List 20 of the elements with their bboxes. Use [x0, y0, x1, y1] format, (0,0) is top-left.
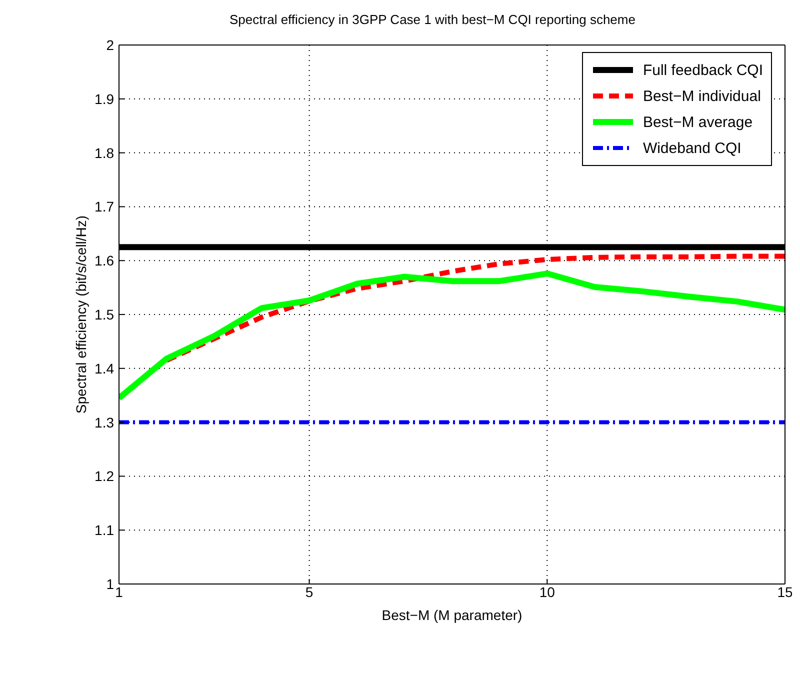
y-tick-label: 1.2	[94, 468, 114, 484]
y-tick-label: 1.4	[94, 360, 114, 376]
y-tick-label: 1.1	[94, 522, 114, 538]
legend-label: Wideband CQI	[642, 140, 742, 156]
x-tick-label: 15	[777, 584, 793, 600]
y-tick-label: 1.8	[94, 144, 114, 161]
legend-label: Best−M average	[642, 114, 753, 130]
x-tick-label: 10	[539, 584, 556, 600]
chart-title: Spectral efficiency in 3GPP Case 1 with best−M CQI reporting scheme	[228, 12, 636, 27]
y-tick-label: 1.9	[94, 90, 114, 107]
x-axis-title: Best−M (M parameter)	[382, 606, 522, 623]
y-tick-label: 1.5	[94, 306, 114, 322]
y-tick-label: 1.6	[94, 252, 114, 269]
y-tick-label: 2	[106, 36, 114, 53]
legend-label: Best−M individual	[642, 88, 761, 104]
y-tick-label: 1.3	[94, 414, 114, 430]
y-tick-label: 1.7	[94, 198, 114, 215]
y-axis-title: Spectral efficiency (bit/s/cell/Hz)	[72, 215, 89, 414]
legend-label: Full feedback CQI	[642, 62, 763, 78]
x-tick-label: 5	[305, 584, 314, 600]
